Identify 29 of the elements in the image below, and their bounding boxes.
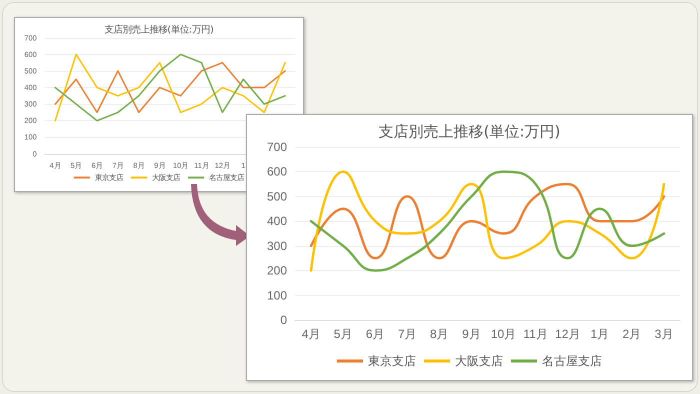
legend-label: 東京支店 <box>368 354 416 368</box>
y-tick-label: 200 <box>266 264 288 278</box>
x-tick-label: 4月 <box>302 327 320 341</box>
y-tick-label: 300 <box>266 238 288 253</box>
x-tick-label: 12月 <box>555 327 580 341</box>
legend-label: 大阪支店 <box>455 354 503 368</box>
y-tick-label: 500 <box>266 189 288 204</box>
legend-label: 名古屋支店 <box>542 354 602 368</box>
x-tick-label: 3月 <box>654 327 674 341</box>
x-tick-label: 8月 <box>430 327 449 341</box>
x-tick-label: 9月 <box>462 327 481 341</box>
x-tick-label: 10月 <box>490 327 516 341</box>
y-tick-label: 400 <box>266 214 288 228</box>
y-tick-label: 100 <box>266 288 288 302</box>
x-tick-label: 11月 <box>523 327 548 341</box>
line-series <box>54 54 286 122</box>
x-tick-label: 6月 <box>366 327 385 341</box>
line-series <box>54 62 286 114</box>
line-series <box>310 170 666 272</box>
chart-title: 支店別売上推移(単位:万円) <box>104 24 214 36</box>
line-series <box>310 182 666 260</box>
x-tick-label: 7月 <box>398 327 417 341</box>
y-tick-label: 0 <box>280 313 288 327</box>
y-tick-label: 700 <box>266 140 288 154</box>
x-tick-label: 5月 <box>334 327 352 341</box>
x-tick-label: 1月 <box>590 327 610 341</box>
x-tick-label: 2月 <box>622 327 642 341</box>
y-tick-label: 600 <box>266 164 288 179</box>
chart-title: 支店別売上推移(単位:万円) <box>378 122 560 140</box>
